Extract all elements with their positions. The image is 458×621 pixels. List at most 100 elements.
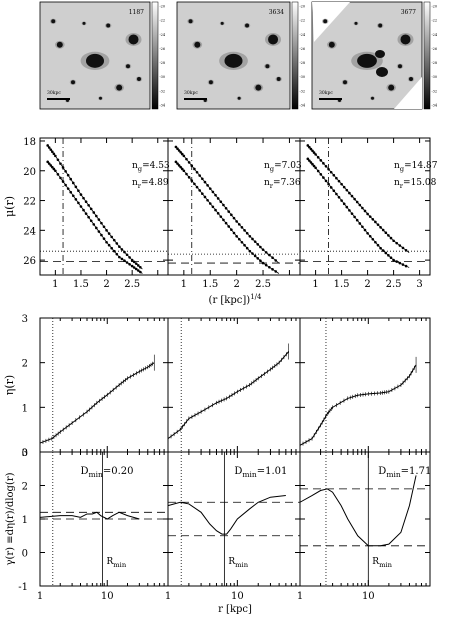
colorbar-tick-label: -34 bbox=[432, 104, 438, 108]
colorbar-tick-label: -22 bbox=[160, 19, 166, 23]
profile-point bbox=[312, 164, 316, 168]
profile-point bbox=[52, 167, 56, 171]
profile-point bbox=[84, 212, 88, 215]
sersic-fit-line bbox=[47, 161, 143, 274]
y-tick-label: 24 bbox=[23, 226, 36, 237]
profile-point bbox=[82, 208, 85, 212]
profile-point bbox=[237, 237, 241, 241]
profile-point bbox=[139, 265, 142, 269]
profile-point bbox=[208, 187, 212, 190]
profile-point bbox=[251, 252, 254, 255]
colorbar-tick-label: -32 bbox=[160, 89, 166, 93]
profile-point bbox=[102, 237, 106, 240]
profile-point bbox=[102, 225, 106, 229]
profile-point bbox=[253, 254, 257, 258]
galaxy-blob bbox=[400, 34, 411, 45]
profile-point bbox=[366, 212, 369, 216]
profile-point bbox=[185, 172, 188, 176]
profile-point bbox=[97, 218, 101, 221]
profile-point bbox=[46, 160, 49, 164]
profile-point bbox=[256, 243, 260, 246]
profile-point bbox=[348, 191, 351, 195]
profile-point bbox=[251, 237, 254, 241]
profile-point bbox=[335, 192, 338, 196]
galaxy-blob bbox=[376, 67, 388, 77]
masked-region bbox=[394, 77, 422, 109]
profile-point bbox=[314, 153, 317, 156]
galaxy-blob bbox=[126, 64, 130, 69]
galaxy-blob bbox=[375, 50, 385, 58]
profile-point bbox=[92, 223, 96, 226]
profile-point bbox=[59, 176, 62, 180]
colorbar-tick-label: -24 bbox=[432, 33, 438, 37]
profile-point bbox=[132, 260, 136, 264]
profile-point bbox=[182, 154, 186, 158]
mu-panel: ng=4.53 nr=4.89 1 1.5 2 2.5 bbox=[39, 137, 170, 290]
profile-point bbox=[79, 193, 83, 196]
panel-frame bbox=[167, 317, 301, 453]
profile-point bbox=[211, 205, 215, 209]
profile-point bbox=[64, 170, 67, 173]
x-tick-label: 2.5 bbox=[124, 279, 140, 290]
profile-point bbox=[245, 246, 249, 250]
profile-point bbox=[243, 229, 246, 232]
profile-point bbox=[219, 215, 223, 218]
profile-point bbox=[340, 182, 343, 186]
galaxy-blob bbox=[276, 77, 281, 82]
y-tick-label: 0 bbox=[22, 448, 28, 459]
image-id-label: 3677 bbox=[401, 9, 416, 16]
profile-point bbox=[322, 176, 325, 179]
profile-point bbox=[56, 173, 60, 176]
galaxy-blob bbox=[56, 41, 63, 48]
profile-point bbox=[256, 257, 260, 260]
x-tick-label: 1.5 bbox=[202, 279, 218, 290]
profile-point bbox=[253, 240, 257, 243]
profile-point bbox=[71, 194, 75, 198]
profile-point bbox=[332, 173, 336, 177]
profile-point bbox=[384, 251, 388, 255]
colorbar-tick-label: -26 bbox=[432, 47, 438, 51]
x-tick-label: 10 bbox=[101, 591, 114, 602]
colorbar-tick-label: -30 bbox=[432, 75, 438, 79]
profile-point bbox=[243, 243, 246, 247]
dmin-label: Dmin=1.71 bbox=[378, 466, 431, 479]
profile-point bbox=[50, 165, 54, 169]
colorbar-tick-label: -24 bbox=[300, 33, 306, 37]
x-tick-label: 10 bbox=[362, 591, 375, 602]
galaxy-blob bbox=[71, 80, 75, 85]
profile-point bbox=[395, 260, 399, 263]
profile-point bbox=[335, 176, 338, 180]
profile-point bbox=[227, 210, 231, 213]
x-tick-label: 2 bbox=[233, 279, 239, 290]
x-tick-label: 1 bbox=[181, 279, 187, 290]
profile-point bbox=[371, 218, 375, 221]
colorbar-tick-label: -32 bbox=[432, 89, 438, 93]
profile-point bbox=[185, 157, 188, 161]
profile-point bbox=[128, 256, 131, 259]
colorbar-tick-label: -28 bbox=[300, 61, 306, 65]
profile-point bbox=[112, 238, 116, 242]
profile-point bbox=[66, 173, 70, 177]
profile-point bbox=[123, 250, 126, 254]
profile-point bbox=[110, 235, 113, 239]
profile-point bbox=[66, 187, 70, 190]
y-axis-label: γ(r) ≡dη(r)/dlog(r) bbox=[5, 472, 16, 565]
scale-bar-label: 30kpc bbox=[319, 90, 333, 96]
panel-frame bbox=[299, 317, 431, 453]
profile-point bbox=[271, 268, 274, 271]
colorbar-tick-label: -30 bbox=[300, 75, 306, 79]
profile-point bbox=[64, 183, 67, 187]
profile-point bbox=[366, 232, 369, 235]
profile-point bbox=[261, 261, 265, 265]
profile-point bbox=[219, 200, 223, 204]
profile-point bbox=[342, 202, 346, 206]
profile-point bbox=[46, 144, 49, 147]
profile-point bbox=[368, 234, 372, 238]
profile-point bbox=[264, 251, 268, 254]
profile-point bbox=[274, 259, 278, 262]
profile-point bbox=[327, 182, 330, 186]
eta-panel bbox=[299, 317, 431, 453]
profile-point bbox=[381, 249, 385, 252]
profile-point bbox=[264, 263, 268, 267]
